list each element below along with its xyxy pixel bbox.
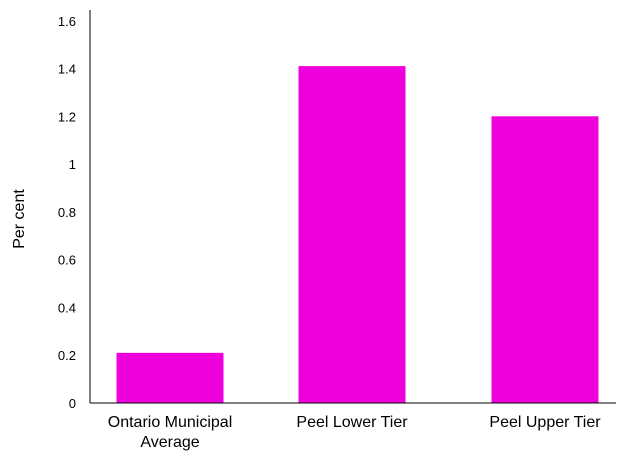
- y-tick-label: 1: [69, 157, 76, 172]
- x-labels-group: Ontario Municipal Average Peel Lower Tier P…: [108, 414, 602, 451]
- y-tick-label: 0: [69, 396, 76, 411]
- bar: [298, 66, 406, 404]
- y-axis-title: Per cent: [11, 189, 28, 249]
- y-tick-label: 1.4: [58, 62, 76, 77]
- x-category-label: Average: [140, 434, 199, 451]
- y-tick-label: 1.6: [58, 14, 76, 29]
- y-tick-label: 0.6: [58, 253, 76, 268]
- y-tick-label: 0.2: [58, 348, 76, 363]
- y-tick-label: 0.8: [58, 205, 76, 220]
- y-ticks-group: 0 0.2 0.4 0.6 0.8 1 1.2 1.4 1.6: [58, 14, 76, 411]
- bar: [491, 116, 599, 403]
- bars-group: [116, 66, 599, 404]
- x-category-label: Ontario Municipal: [108, 414, 233, 431]
- y-tick-label: 0.4: [58, 300, 76, 315]
- x-category-label: Peel Upper Tier: [489, 414, 601, 431]
- x-category-label: Peel Lower Tier: [296, 414, 408, 431]
- bar: [116, 352, 224, 403]
- y-tick-label: 1.2: [58, 109, 76, 124]
